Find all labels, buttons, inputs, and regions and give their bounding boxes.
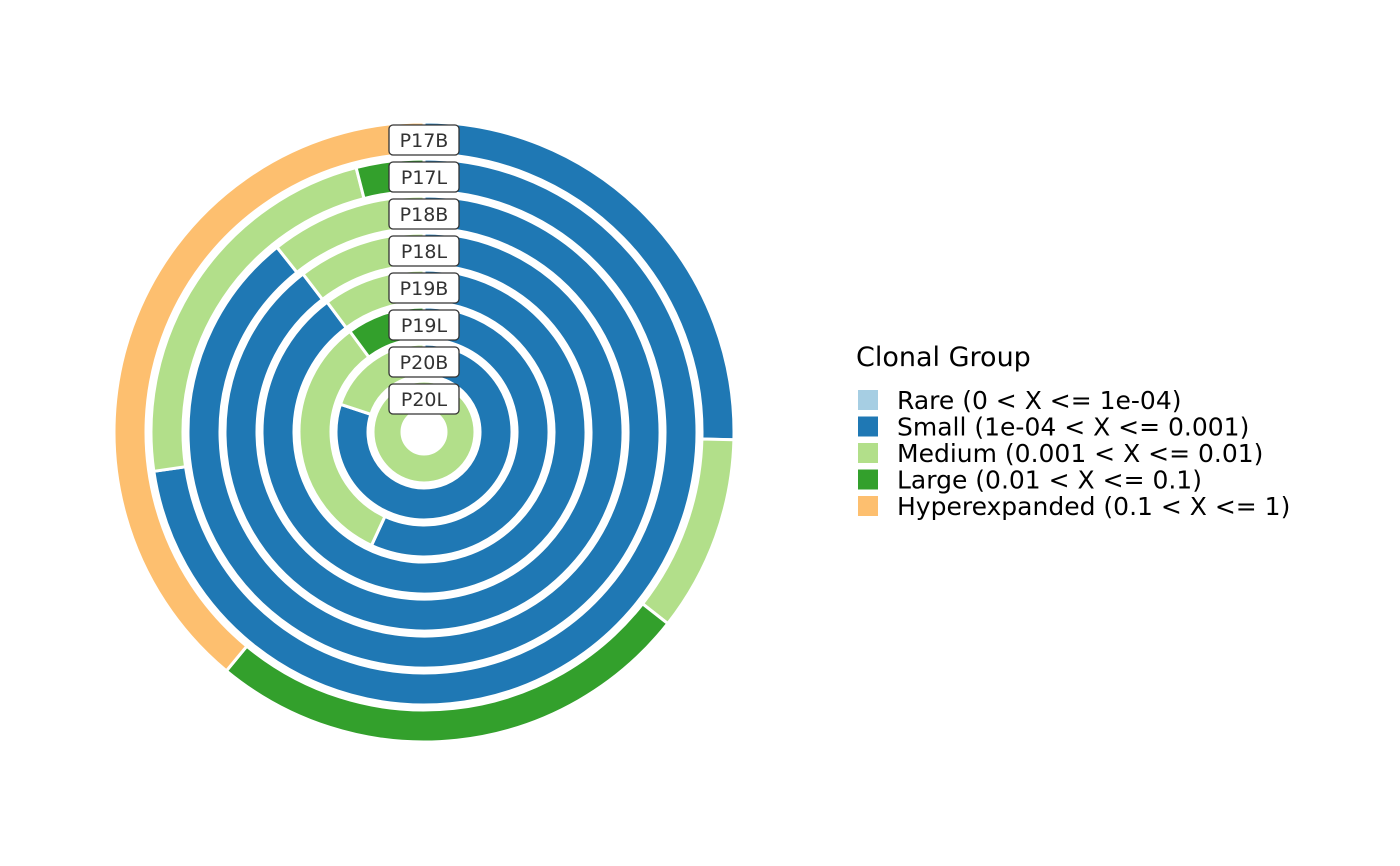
- ring-label-box: [388, 309, 460, 341]
- slice-p19b-small: [260, 268, 588, 596]
- ring-p17l: [149, 157, 699, 707]
- ring-label-text: P19B: [400, 278, 449, 300]
- ring-labels-layer: P17B P17L P18B P18L P19B P19L P20B P20L: [388, 124, 460, 415]
- ring-label-box: [388, 272, 460, 304]
- ring-label-box: [388, 124, 460, 156]
- slice-p18b-small: [186, 194, 662, 670]
- ring-label-text: P20B: [400, 352, 449, 374]
- ring-label-box: [388, 346, 460, 378]
- ring-p18b: [186, 194, 662, 670]
- slice-p20b-small: [334, 342, 514, 522]
- ring-label-p17b: P17B: [388, 124, 460, 156]
- legend-swatch-rare: [858, 390, 878, 410]
- legend-swatch-large: [858, 469, 878, 490]
- ring-label-p19b: P19B: [388, 272, 460, 304]
- ring-label-p19l: P19L: [388, 309, 460, 341]
- ring-label-p18l: P18L: [388, 235, 460, 267]
- legend-label-large: Large (0.01 < X <= 0.1): [897, 466, 1202, 495]
- ring-label-text: P18L: [401, 241, 448, 263]
- ring-label-text: P19L: [401, 315, 448, 337]
- ring-label-box: [388, 235, 460, 267]
- legend-label-rare: Rare (0 < X <= 1e-04): [897, 386, 1182, 415]
- ring-label-box: [388, 161, 460, 193]
- slice-p17l-small: [152, 157, 699, 707]
- ring-label-p20b: P20B: [388, 346, 460, 378]
- legend-label-hyperexpanded: Hyperexpanded (0.1 < X <= 1): [897, 492, 1290, 521]
- legend-title: Clonal Group: [856, 342, 1031, 373]
- ring-label-p20l: P20L: [388, 383, 460, 415]
- ring-label-text: P17L: [401, 167, 448, 189]
- ring-label-text: P17B: [400, 130, 449, 152]
- rings-layer: [112, 120, 736, 744]
- ring-label-p17l: P17L: [388, 161, 460, 193]
- slice-p18l-small: [223, 231, 625, 633]
- ring-label-text: P20L: [401, 389, 448, 411]
- legend-label-medium: Medium (0.001 < X <= 0.01): [897, 439, 1263, 468]
- legend-swatch-small: [858, 416, 878, 437]
- ring-label-box: [388, 198, 460, 230]
- ring-label-p18b: P18B: [388, 198, 460, 230]
- legend: Clonal Group Rare (0 < X <= 1e-04)Small …: [856, 342, 1290, 521]
- slice-p19l-small: [369, 305, 551, 559]
- ring-label-text: P18B: [400, 204, 449, 226]
- ring-label-box: [388, 383, 460, 415]
- legend-swatch-medium: [858, 443, 878, 463]
- slice-p17b-hyperexpanded: [112, 120, 426, 673]
- legend-swatch-hyperexpanded: [858, 496, 878, 516]
- legend-label-small: Small (1e-04 < X <= 0.001): [897, 413, 1249, 442]
